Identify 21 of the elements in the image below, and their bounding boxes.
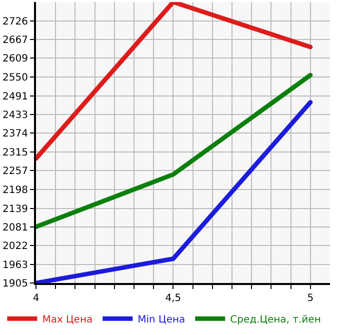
- legend-label: Min Цена: [138, 314, 186, 326]
- y-tick-label: 2667: [2, 35, 28, 46]
- y-tick-label: 2139: [2, 204, 28, 215]
- y-tick-label: 2609: [2, 54, 28, 65]
- y-tick-label: 2198: [2, 184, 28, 196]
- x-tick-label: 4,5: [165, 293, 182, 304]
- x-tick-label: 5: [307, 293, 314, 304]
- y-tick-label: 2374: [2, 128, 28, 140]
- y-tick-label: 2491: [2, 91, 28, 102]
- legend-label: Max Цена: [42, 314, 93, 326]
- y-tick-label: 2433: [2, 110, 28, 121]
- legend-label: Сред.Цена, т.йен: [230, 314, 321, 326]
- y-tick-label: 2550: [2, 72, 28, 84]
- y-tick-label: 2315: [2, 148, 28, 159]
- x-tick-label: 4: [32, 293, 40, 304]
- y-tick-label: 2726: [2, 16, 28, 28]
- y-tick-label: 1963: [2, 260, 28, 271]
- y-tick-label: 2022: [2, 241, 28, 252]
- y-tick-label: 2081: [2, 222, 28, 234]
- y-tick-label: 2257: [2, 166, 28, 178]
- y-tick-label: 1905: [2, 278, 28, 290]
